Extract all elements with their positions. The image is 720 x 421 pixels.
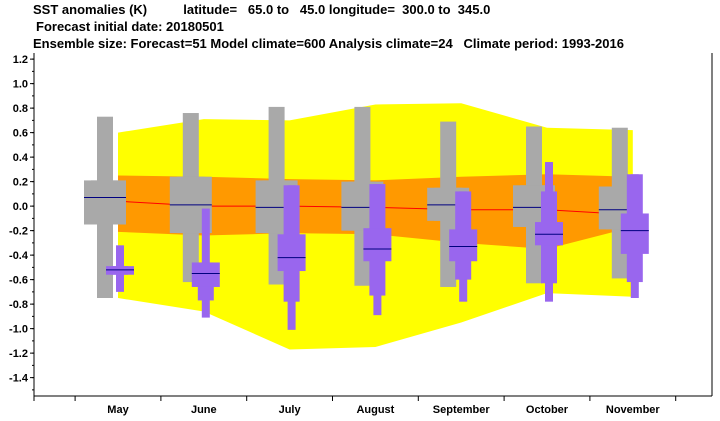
chart-title: SST anomalies (K) latitude= 65.0 to 45.0… [33,2,491,17]
y-tick-label: -0.6 [9,275,28,287]
y-tick-label: -0.8 [9,299,28,311]
y-tick-label: 0.0 [13,201,28,213]
y-tick-label: 1.2 [13,54,28,66]
forecast-box-0-inner-box [106,266,134,275]
forecast-box-1-inner-box [191,262,220,287]
y-tick-label: -1.0 [9,324,28,336]
y-tick-label: -1.4 [9,373,29,385]
y-tick-label: 0.4 [13,152,29,164]
forecast-box-4-inner-box [449,229,478,262]
x-tick-label-august: August [356,404,394,416]
y-tick-label: -0.2 [9,226,28,238]
x-tick-label-november: November [606,404,661,416]
forecast-box-5-inner-box [535,222,563,246]
y-tick-label: 0.8 [13,103,28,115]
x-tick-label-may: May [107,404,129,416]
y-tick-label: 1.0 [13,79,28,91]
y-tick-label: 0.6 [13,128,28,140]
model-climate-box-0-inner-box [84,180,126,225]
y-tick-label: -1.2 [9,348,28,360]
x-tick-label-june: June [191,404,217,416]
ensemble-info-label: Ensemble size: Forecast=51 Model climate… [33,36,624,51]
x-tick-label-july: July [279,404,302,416]
forecast-box-6-inner-box [620,213,649,254]
forecast-date-label: Forecast initial date: 20180501 [36,19,224,34]
y-tick-label: 0.2 [13,177,28,189]
x-tick-label-october: October [526,404,569,416]
forecast-box-3-inner-box [363,228,392,262]
x-tick-label-september: September [433,404,491,416]
y-tick-label: -0.4 [9,250,29,262]
forecast-box-2-inner-box [277,234,306,272]
